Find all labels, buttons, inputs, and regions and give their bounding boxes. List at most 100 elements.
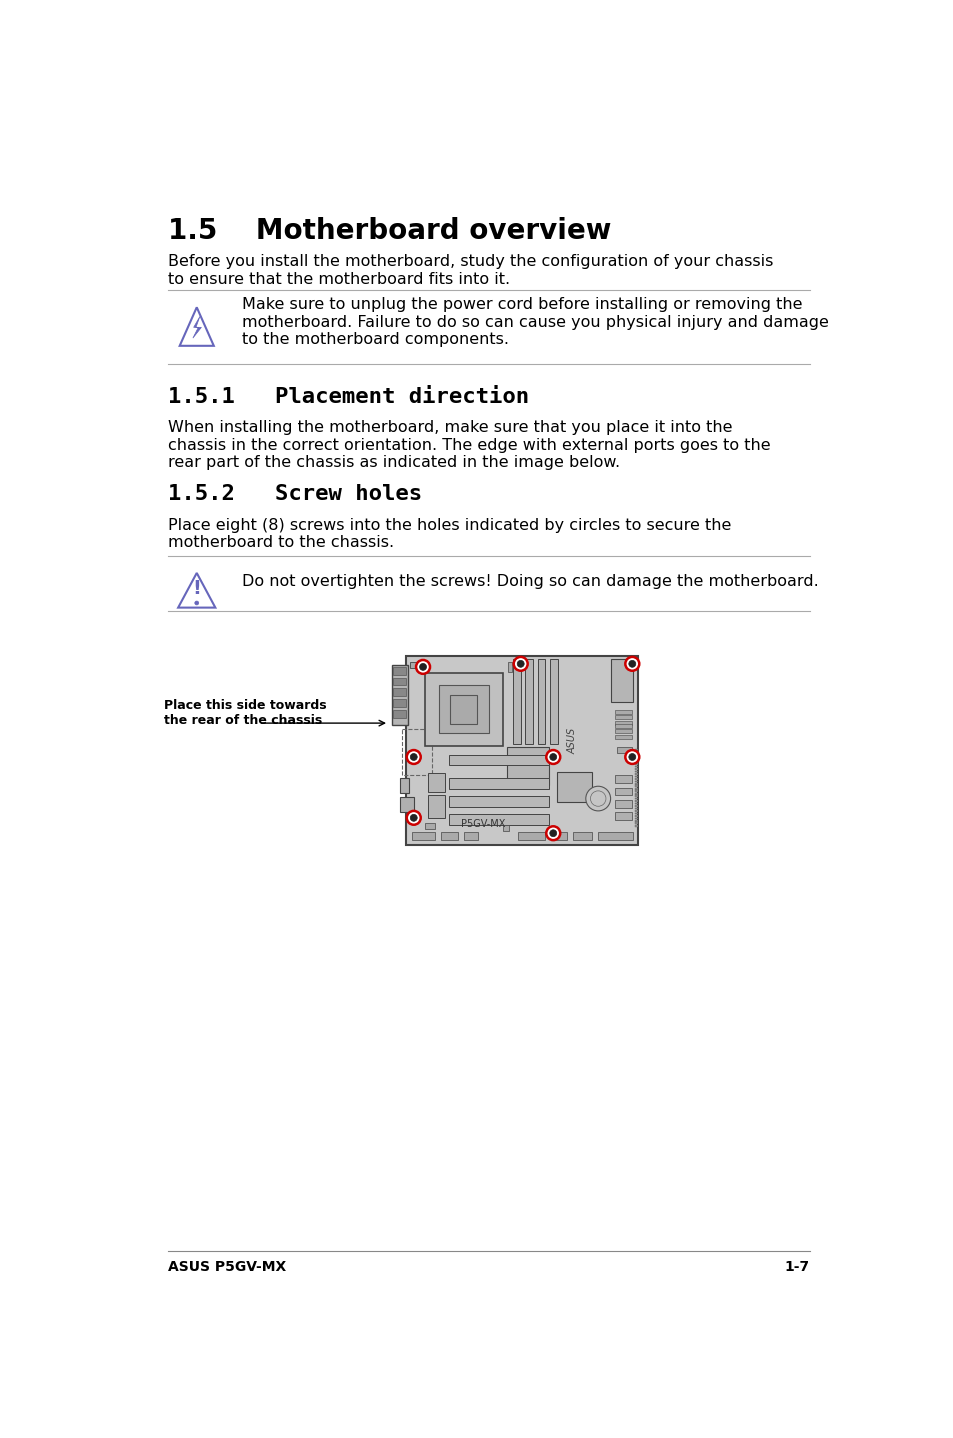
Bar bbox=[440, 833, 457, 840]
Bar bbox=[634, 781, 638, 782]
Text: ASUS: ASUS bbox=[567, 728, 577, 754]
Circle shape bbox=[416, 660, 430, 674]
Circle shape bbox=[513, 657, 527, 670]
Text: P5GV-MX: P5GV-MX bbox=[461, 818, 505, 828]
Circle shape bbox=[406, 751, 420, 764]
Bar bbox=[634, 749, 638, 751]
Text: ASUS P5GV-MX: ASUS P5GV-MX bbox=[168, 1260, 286, 1274]
Bar bbox=[615, 812, 632, 820]
Bar bbox=[634, 818, 638, 820]
Bar bbox=[634, 751, 638, 752]
Text: Place eight (8) screws into the holes indicated by circles to secure the
motherb: Place eight (8) screws into the holes in… bbox=[168, 518, 731, 549]
Circle shape bbox=[624, 751, 639, 764]
Bar bbox=[615, 720, 632, 725]
Bar bbox=[634, 805, 638, 807]
Bar bbox=[399, 797, 414, 812]
Bar bbox=[634, 820, 638, 821]
Circle shape bbox=[410, 814, 416, 821]
Bar bbox=[634, 785, 638, 787]
Bar bbox=[412, 833, 435, 840]
Text: 1.5    Motherboard overview: 1.5 Motherboard overview bbox=[168, 217, 611, 246]
Bar bbox=[634, 810, 638, 812]
Circle shape bbox=[624, 657, 639, 670]
Bar bbox=[448, 778, 549, 788]
Text: Do not overtighten the screws! Doing so can damage the motherboard.: Do not overtighten the screws! Doing so … bbox=[241, 575, 818, 590]
Bar bbox=[502, 825, 509, 831]
Circle shape bbox=[406, 811, 420, 825]
Bar bbox=[427, 795, 444, 818]
Bar bbox=[634, 798, 638, 800]
Circle shape bbox=[517, 660, 523, 667]
Bar bbox=[634, 792, 638, 795]
Bar bbox=[615, 710, 632, 713]
Bar bbox=[634, 758, 638, 761]
Bar bbox=[634, 788, 638, 789]
Bar bbox=[438, 686, 488, 733]
Circle shape bbox=[549, 830, 557, 837]
Bar bbox=[550, 659, 558, 743]
Circle shape bbox=[194, 601, 198, 605]
Bar bbox=[393, 677, 406, 686]
Circle shape bbox=[546, 827, 559, 840]
Bar bbox=[537, 659, 545, 743]
Bar bbox=[427, 774, 444, 792]
Bar bbox=[393, 710, 406, 718]
Bar bbox=[506, 746, 549, 785]
Bar bbox=[634, 761, 638, 762]
Circle shape bbox=[410, 754, 416, 761]
Bar bbox=[634, 815, 638, 817]
Bar bbox=[615, 723, 632, 728]
Bar bbox=[393, 689, 406, 696]
Circle shape bbox=[549, 754, 557, 761]
Bar bbox=[572, 833, 592, 840]
Bar bbox=[634, 775, 638, 778]
Bar bbox=[634, 756, 638, 758]
Bar bbox=[392, 666, 407, 725]
Bar bbox=[450, 695, 476, 723]
Circle shape bbox=[585, 787, 610, 811]
Bar bbox=[634, 801, 638, 802]
Bar bbox=[517, 833, 545, 840]
Bar bbox=[425, 673, 502, 746]
Bar bbox=[634, 812, 638, 814]
Bar bbox=[406, 656, 638, 844]
Bar bbox=[448, 755, 549, 765]
Bar bbox=[410, 663, 418, 669]
Text: Before you install the motherboard, study the configuration of your chassis
to e: Before you install the motherboard, stud… bbox=[168, 255, 773, 286]
Bar bbox=[525, 659, 533, 743]
Bar bbox=[634, 825, 638, 827]
Polygon shape bbox=[193, 316, 201, 338]
Bar bbox=[615, 729, 632, 733]
Text: !: ! bbox=[193, 580, 201, 598]
Bar bbox=[615, 800, 632, 808]
Bar bbox=[393, 699, 406, 707]
Bar bbox=[634, 768, 638, 769]
Bar bbox=[393, 667, 406, 674]
Text: 1.5.1   Placement direction: 1.5.1 Placement direction bbox=[168, 387, 529, 407]
Bar bbox=[402, 729, 431, 775]
Bar bbox=[634, 778, 638, 779]
Bar bbox=[557, 772, 592, 802]
Text: Place this side towards
the rear of the chassis: Place this side towards the rear of the … bbox=[164, 699, 327, 728]
Bar bbox=[634, 784, 638, 785]
Bar bbox=[634, 764, 638, 765]
Bar bbox=[634, 754, 638, 755]
Bar bbox=[513, 659, 520, 743]
Circle shape bbox=[628, 754, 635, 761]
Text: 1-7: 1-7 bbox=[783, 1260, 809, 1274]
Bar bbox=[634, 823, 638, 824]
Bar bbox=[598, 833, 633, 840]
Bar bbox=[634, 771, 638, 772]
Bar bbox=[551, 833, 567, 840]
Bar bbox=[634, 766, 638, 768]
Bar bbox=[634, 808, 638, 810]
Bar bbox=[634, 791, 638, 792]
Circle shape bbox=[419, 663, 426, 670]
Bar bbox=[615, 735, 632, 739]
Bar bbox=[615, 775, 632, 784]
Bar bbox=[611, 659, 633, 702]
Bar bbox=[634, 795, 638, 797]
Text: When installing the motherboard, make sure that you place it into the
chassis in: When installing the motherboard, make su… bbox=[168, 420, 770, 470]
Bar bbox=[448, 814, 549, 825]
Bar bbox=[399, 778, 409, 794]
